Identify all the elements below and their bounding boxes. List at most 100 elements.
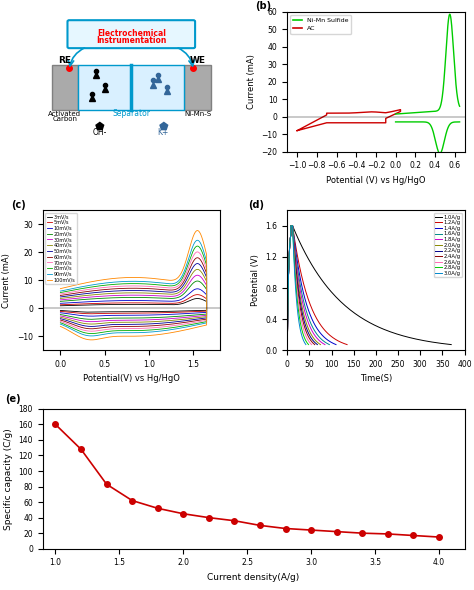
Line: 60mV/s: 60mV/s: [60, 258, 207, 329]
1.4A/g: [286, 257, 292, 264]
FancyBboxPatch shape: [78, 65, 184, 110]
40mV/s: [117, 319, 122, 326]
Line: 30mV/s: 30mV/s: [60, 275, 207, 322]
80mV/s: [176, 280, 182, 287]
100mV/s: [89, 336, 95, 343]
20mV/s: [87, 296, 93, 303]
Y-axis label: Potential (V): Potential (V): [251, 254, 260, 306]
40mV/s: [195, 266, 201, 273]
60mV/s: [195, 254, 201, 261]
60mV/s: [176, 284, 182, 291]
10mV/s: [195, 285, 201, 292]
90mV/s: [57, 287, 63, 294]
100mV/s: [57, 323, 63, 330]
40mV/s: [89, 320, 95, 327]
Line: 40mV/s: 40mV/s: [60, 270, 207, 324]
2.2A/g: [285, 301, 291, 308]
1.6A/g: [284, 346, 290, 353]
1.4A/g: [285, 282, 291, 289]
50mV/s: [149, 320, 155, 327]
Line: 100mV/s: 100mV/s: [60, 231, 207, 340]
1.0A/g: [285, 301, 291, 308]
5mV/s: [186, 294, 192, 301]
1.8A/g: [288, 222, 294, 230]
2.4A/g: [287, 235, 293, 242]
2.4A/g: [285, 301, 291, 308]
90mV/s: [186, 253, 192, 260]
50mV/s: [57, 293, 63, 300]
2.0A/g: [318, 341, 323, 348]
1.2A/g: [306, 298, 312, 305]
5mV/s: [57, 301, 63, 309]
3.0A/g: [294, 298, 300, 305]
90mV/s: [149, 329, 155, 336]
1.8A/g: [322, 341, 328, 348]
Line: 1.6A/g: 1.6A/g: [287, 226, 329, 350]
1.8A/g: [300, 298, 305, 305]
10mV/s: [122, 312, 128, 319]
2.0A/g: [286, 257, 292, 264]
20mV/s: [149, 314, 155, 321]
20mV/s: [122, 314, 128, 322]
5mV/s: [117, 310, 122, 317]
3mV/s: [122, 308, 128, 315]
30mV/s: [176, 291, 182, 299]
90mV/s: [122, 329, 128, 336]
1.2A/g: [284, 346, 290, 353]
3mV/s: [57, 307, 63, 314]
60mV/s: [149, 322, 155, 329]
5mV/s: [89, 310, 95, 317]
Line: 90mV/s: 90mV/s: [60, 240, 207, 336]
10mV/s: [176, 297, 182, 304]
5mV/s: [87, 300, 93, 307]
Text: (b): (b): [255, 1, 272, 11]
2.0A/g: [298, 298, 304, 305]
80mV/s: [87, 284, 93, 291]
Text: Carbon: Carbon: [52, 116, 77, 122]
5mV/s: [57, 308, 63, 315]
Text: Instrumentation: Instrumentation: [96, 36, 166, 45]
30mV/s: [117, 317, 122, 324]
X-axis label: Potential(V) vs Hg/HgO: Potential(V) vs Hg/HgO: [83, 375, 180, 384]
2.8A/g: [306, 341, 311, 348]
50mV/s: [117, 321, 122, 328]
2.8A/g: [306, 341, 311, 348]
1.8A/g: [284, 346, 290, 353]
FancyBboxPatch shape: [67, 20, 195, 48]
100mV/s: [57, 285, 63, 292]
90mV/s: [195, 237, 201, 244]
1.2A/g: [344, 341, 350, 348]
70mV/s: [89, 327, 95, 335]
3mV/s: [149, 308, 155, 315]
2.2A/g: [297, 298, 303, 305]
5mV/s: [149, 309, 155, 316]
50mV/s: [89, 323, 95, 330]
60mV/s: [89, 325, 95, 332]
80mV/s: [57, 289, 63, 296]
Line: 1.2A/g: 1.2A/g: [287, 226, 347, 350]
Y-axis label: Current (mA): Current (mA): [247, 54, 256, 109]
70mV/s: [57, 318, 63, 325]
40mV/s: [122, 319, 128, 326]
3.0A/g: [286, 257, 292, 264]
1.6A/g: [326, 341, 332, 348]
Line: 2.6A/g: 2.6A/g: [287, 226, 311, 350]
Text: K+: K+: [157, 127, 169, 136]
2.4A/g: [284, 346, 290, 353]
2.6A/g: [285, 301, 291, 308]
2.4A/g: [288, 222, 294, 230]
2.0A/g: [287, 235, 293, 242]
70mV/s: [117, 325, 122, 332]
2.4A/g: [312, 341, 318, 348]
2.2A/g: [314, 341, 320, 348]
1.4A/g: [288, 222, 294, 230]
Text: OH-: OH-: [92, 127, 107, 136]
1.8A/g: [287, 235, 293, 242]
30mV/s: [186, 280, 192, 287]
2.2A/g: [284, 346, 290, 353]
X-axis label: Time(S): Time(S): [360, 375, 392, 384]
60mV/s: [117, 323, 122, 330]
1.8A/g: [285, 282, 291, 289]
1.2A/g: [285, 282, 291, 289]
2.6A/g: [309, 341, 314, 348]
